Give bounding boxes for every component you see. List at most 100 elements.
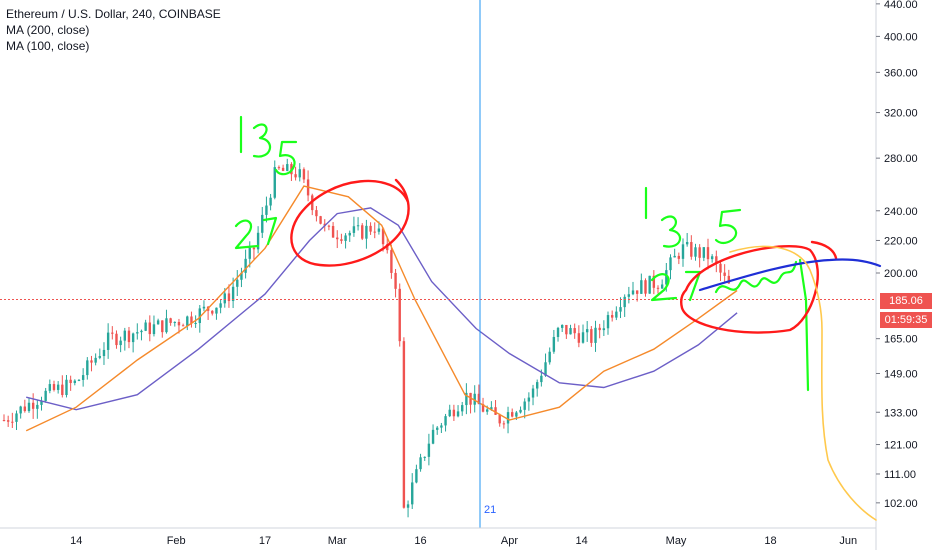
handwriting-5-right: [714, 208, 742, 245]
handwriting-4-left: [262, 216, 278, 246]
candle-body: [477, 393, 481, 405]
candle-body: [98, 356, 102, 358]
candle-body: [431, 429, 435, 444]
handwriting-wave: [714, 260, 798, 294]
candle-body: [427, 443, 431, 457]
candle-body: [444, 416, 447, 426]
candle-body: [106, 332, 110, 350]
candle-body: [606, 315, 610, 329]
x-tick-label: Jun: [839, 535, 857, 547]
candle-body: [11, 421, 14, 423]
candle-body: [723, 272, 726, 276]
candle-body: [240, 272, 243, 280]
red-circle-left: [290, 178, 410, 267]
y-tick-label: 240.00: [884, 206, 918, 218]
candle-body: [348, 232, 351, 236]
candle-body: [73, 380, 77, 384]
candle-body: [548, 351, 551, 363]
handwriting-2-left: [234, 219, 260, 250]
candle-body: [381, 228, 385, 245]
candle-body: [648, 275, 651, 294]
candle-body: [627, 294, 631, 297]
candle-body: [102, 349, 106, 357]
candle-body: [419, 457, 422, 470]
candle-body: [523, 401, 526, 410]
candle-body: [31, 402, 35, 409]
candle-body: [281, 167, 285, 171]
candle-body: [140, 330, 143, 333]
handwriting-5-left: [274, 140, 298, 176]
candle-body: [715, 256, 718, 264]
candle-body: [211, 310, 214, 314]
countdown-badge: 01:59:35: [880, 312, 932, 328]
candle-body: [61, 384, 64, 396]
blue-projection-line: [698, 258, 882, 292]
x-tick-label: 14: [70, 535, 82, 547]
candle-body: [644, 280, 647, 294]
candle-body: [169, 318, 172, 323]
candle-body: [27, 402, 31, 412]
symbol-title[interactable]: Ethereum / U.S. Dollar, 240, COINBASE: [6, 7, 221, 21]
candle-body: [115, 333, 118, 346]
candle-body: [681, 244, 685, 259]
candle-body: [344, 235, 347, 241]
candle-body: [490, 407, 493, 410]
x-tick-label: May: [666, 535, 687, 547]
candle-body: [398, 288, 401, 342]
candle-body: [706, 247, 710, 260]
candle-body: [486, 409, 489, 412]
candle-body: [302, 169, 306, 180]
candle-body: [640, 280, 643, 294]
candle-body: [194, 323, 197, 325]
candle-body: [365, 225, 368, 239]
y-tick-label: 102.00: [884, 498, 918, 510]
indicator-ma100[interactable]: MA (100, close): [6, 39, 90, 53]
candle-body: [86, 360, 89, 376]
candle-body: [123, 330, 127, 341]
candle-body: [298, 169, 301, 178]
candle-body: [173, 321, 176, 323]
candle-body: [256, 232, 260, 250]
ma200-line: [26, 207, 738, 411]
candle-body: [390, 250, 393, 273]
candle-body: [227, 293, 231, 302]
candle-body: [652, 275, 656, 288]
candle-body: [361, 225, 364, 239]
candle-body: [511, 412, 514, 417]
y-tick-label: 165.00: [884, 334, 918, 346]
candle-body: [660, 284, 664, 289]
candle-body: [19, 406, 22, 414]
candle-body: [77, 379, 81, 381]
x-tick-label: Apr: [501, 535, 518, 547]
candle-body: [544, 362, 547, 376]
candle-body: [677, 255, 681, 259]
candle-body: [535, 382, 539, 389]
candle-body: [585, 329, 589, 333]
candle-body: [111, 332, 114, 334]
candle-body: [456, 411, 460, 417]
candle-body: [573, 328, 576, 334]
candle-body: [377, 228, 381, 232]
candle-body: [594, 327, 597, 343]
last-price-badge: 185.06: [880, 293, 932, 309]
candle-body: [527, 397, 531, 402]
x-tick-label: Feb: [167, 535, 186, 547]
candle-body: [673, 255, 676, 258]
candle-body: [469, 392, 472, 405]
candle-body: [319, 216, 322, 224]
candle-body: [315, 210, 318, 217]
y-tick-label: 111.00: [884, 469, 916, 481]
candle-body: [177, 321, 181, 326]
candle-body: [90, 360, 93, 363]
y-tick-label: 360.00: [884, 67, 918, 79]
candle-body: [423, 456, 426, 458]
candle-body: [635, 290, 639, 294]
plot-area[interactable]: [0, 0, 876, 528]
candle-body: [219, 303, 222, 308]
candle-body: [165, 318, 168, 333]
candle-body: [694, 247, 697, 257]
candle-body: [623, 296, 626, 308]
candle-body: [411, 482, 414, 505]
indicator-ma200[interactable]: MA (200, close): [6, 23, 90, 37]
